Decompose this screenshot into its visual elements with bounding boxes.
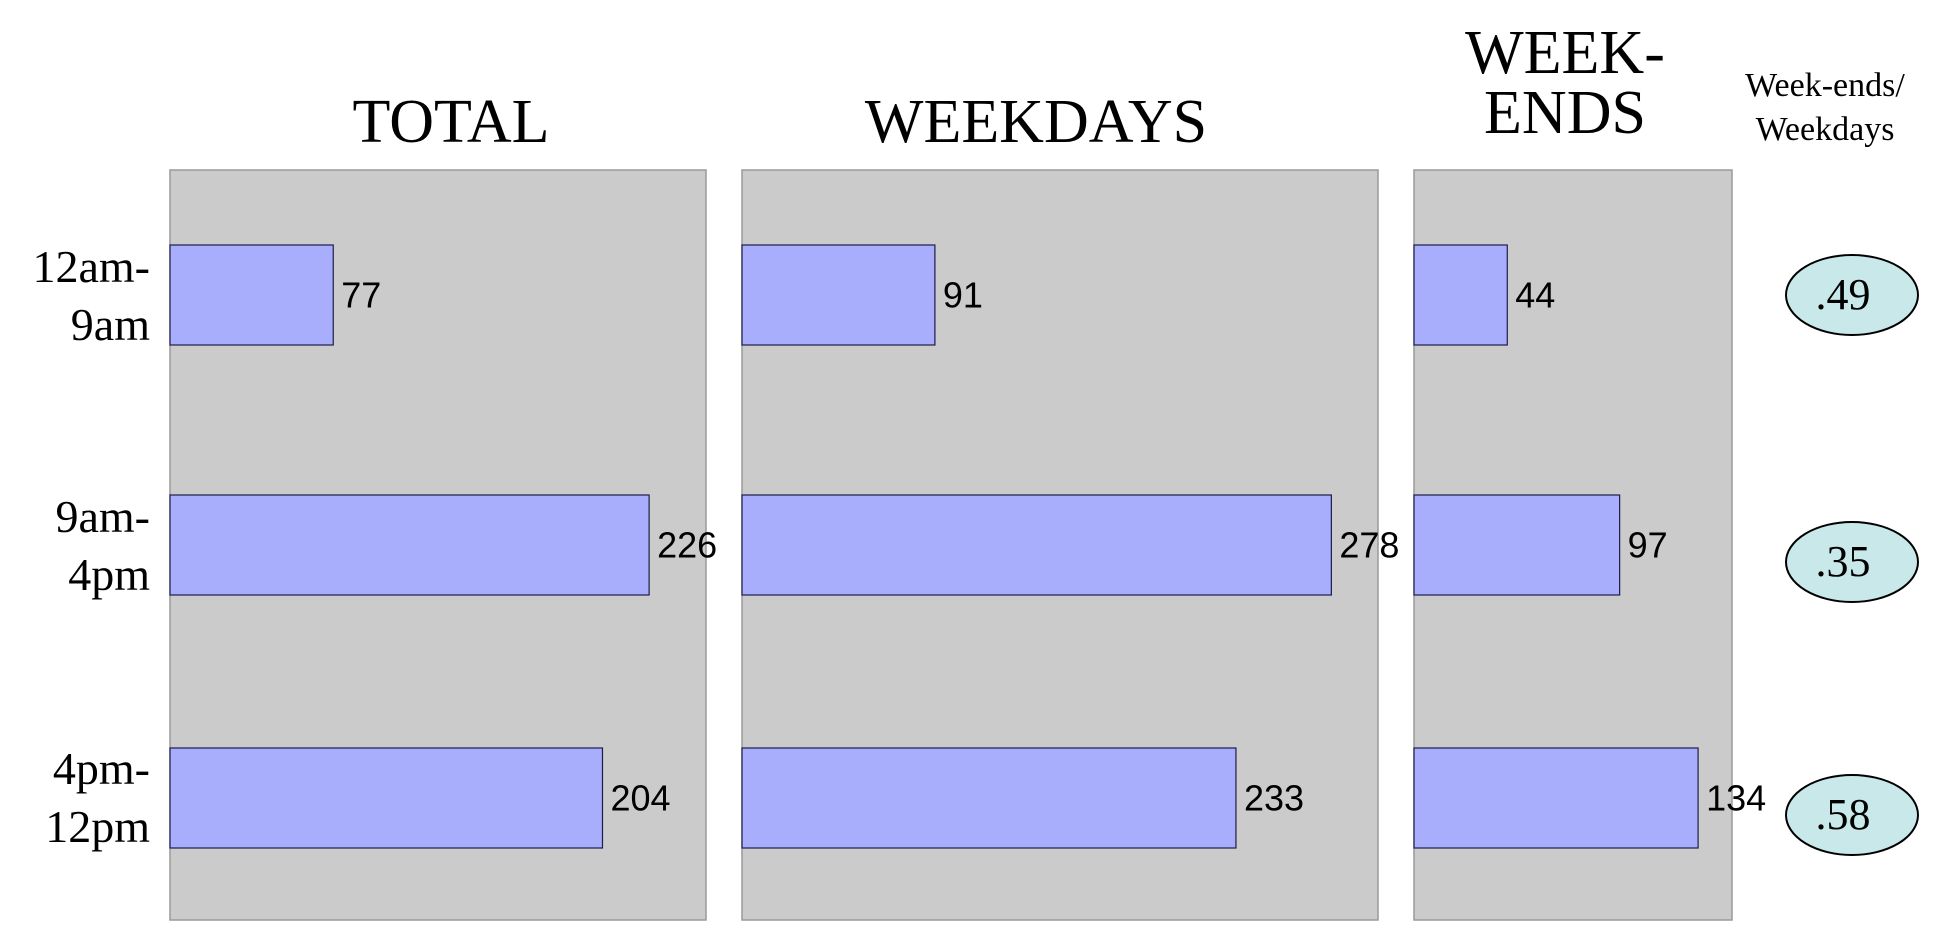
- panel-title: WEEK-ENDS: [1465, 19, 1665, 147]
- bar-value-label: 233: [1244, 778, 1304, 819]
- panel-3: WEEK-ENDS 44 97 134: [1413, 19, 1766, 921]
- ratio-ellipse: [1785, 521, 1919, 603]
- bar-1: [169, 244, 334, 346]
- bar-3: [741, 747, 1237, 849]
- panel-title: TOTAL: [352, 88, 549, 156]
- bar-value-label: 44: [1515, 275, 1555, 316]
- bar-2: [741, 494, 1332, 596]
- bar-2: [169, 494, 650, 596]
- ratio-badge: .49: [1785, 254, 1919, 336]
- ratio-header: Week-ends/Weekdays: [1745, 67, 1905, 148]
- bar-value-label: 278: [1339, 525, 1399, 566]
- bar-value-label: 91: [943, 275, 983, 316]
- ratio-value: .35: [1816, 537, 1871, 586]
- panel-1: TOTAL 77 226 204: [169, 88, 717, 921]
- bar-3: [1413, 747, 1699, 849]
- bar-value-label: 134: [1706, 778, 1766, 819]
- ratio-badge: .58: [1785, 774, 1919, 856]
- ratio-value: .58: [1816, 790, 1871, 839]
- category-label: 12am-9am: [32, 241, 150, 350]
- bar-3: [169, 747, 604, 849]
- bar-value-label: 77: [341, 275, 381, 316]
- ratio-column: Week-ends/Weekdays .49 .35 .58: [1745, 67, 1919, 856]
- bar-1: [1413, 244, 1508, 346]
- bar-2: [1413, 494, 1621, 596]
- bar-value-label: 226: [657, 525, 717, 566]
- bar-value-label: 97: [1628, 525, 1668, 566]
- ratio-value: .49: [1816, 270, 1871, 319]
- panels-layer: TOTAL 77 226 204 WEEKDAYS 91 278 233 WEEK-ENDS 44…: [169, 19, 1766, 921]
- panel-title: WEEKDAYS: [865, 88, 1207, 156]
- ratio-badge: .35: [1785, 521, 1919, 603]
- category-label: 4pm-12pm: [45, 743, 150, 852]
- ratio-ellipse: [1785, 774, 1919, 856]
- bar-1: [741, 244, 936, 346]
- bar-value-label: 204: [610, 778, 670, 819]
- ratio-ellipse: [1785, 254, 1919, 336]
- panel-2: WEEKDAYS 91 278 233: [741, 88, 1399, 921]
- category-labels: 12am-9am 9am-4pm 4pm-12pm: [32, 241, 150, 852]
- category-label: 9am-4pm: [55, 491, 150, 600]
